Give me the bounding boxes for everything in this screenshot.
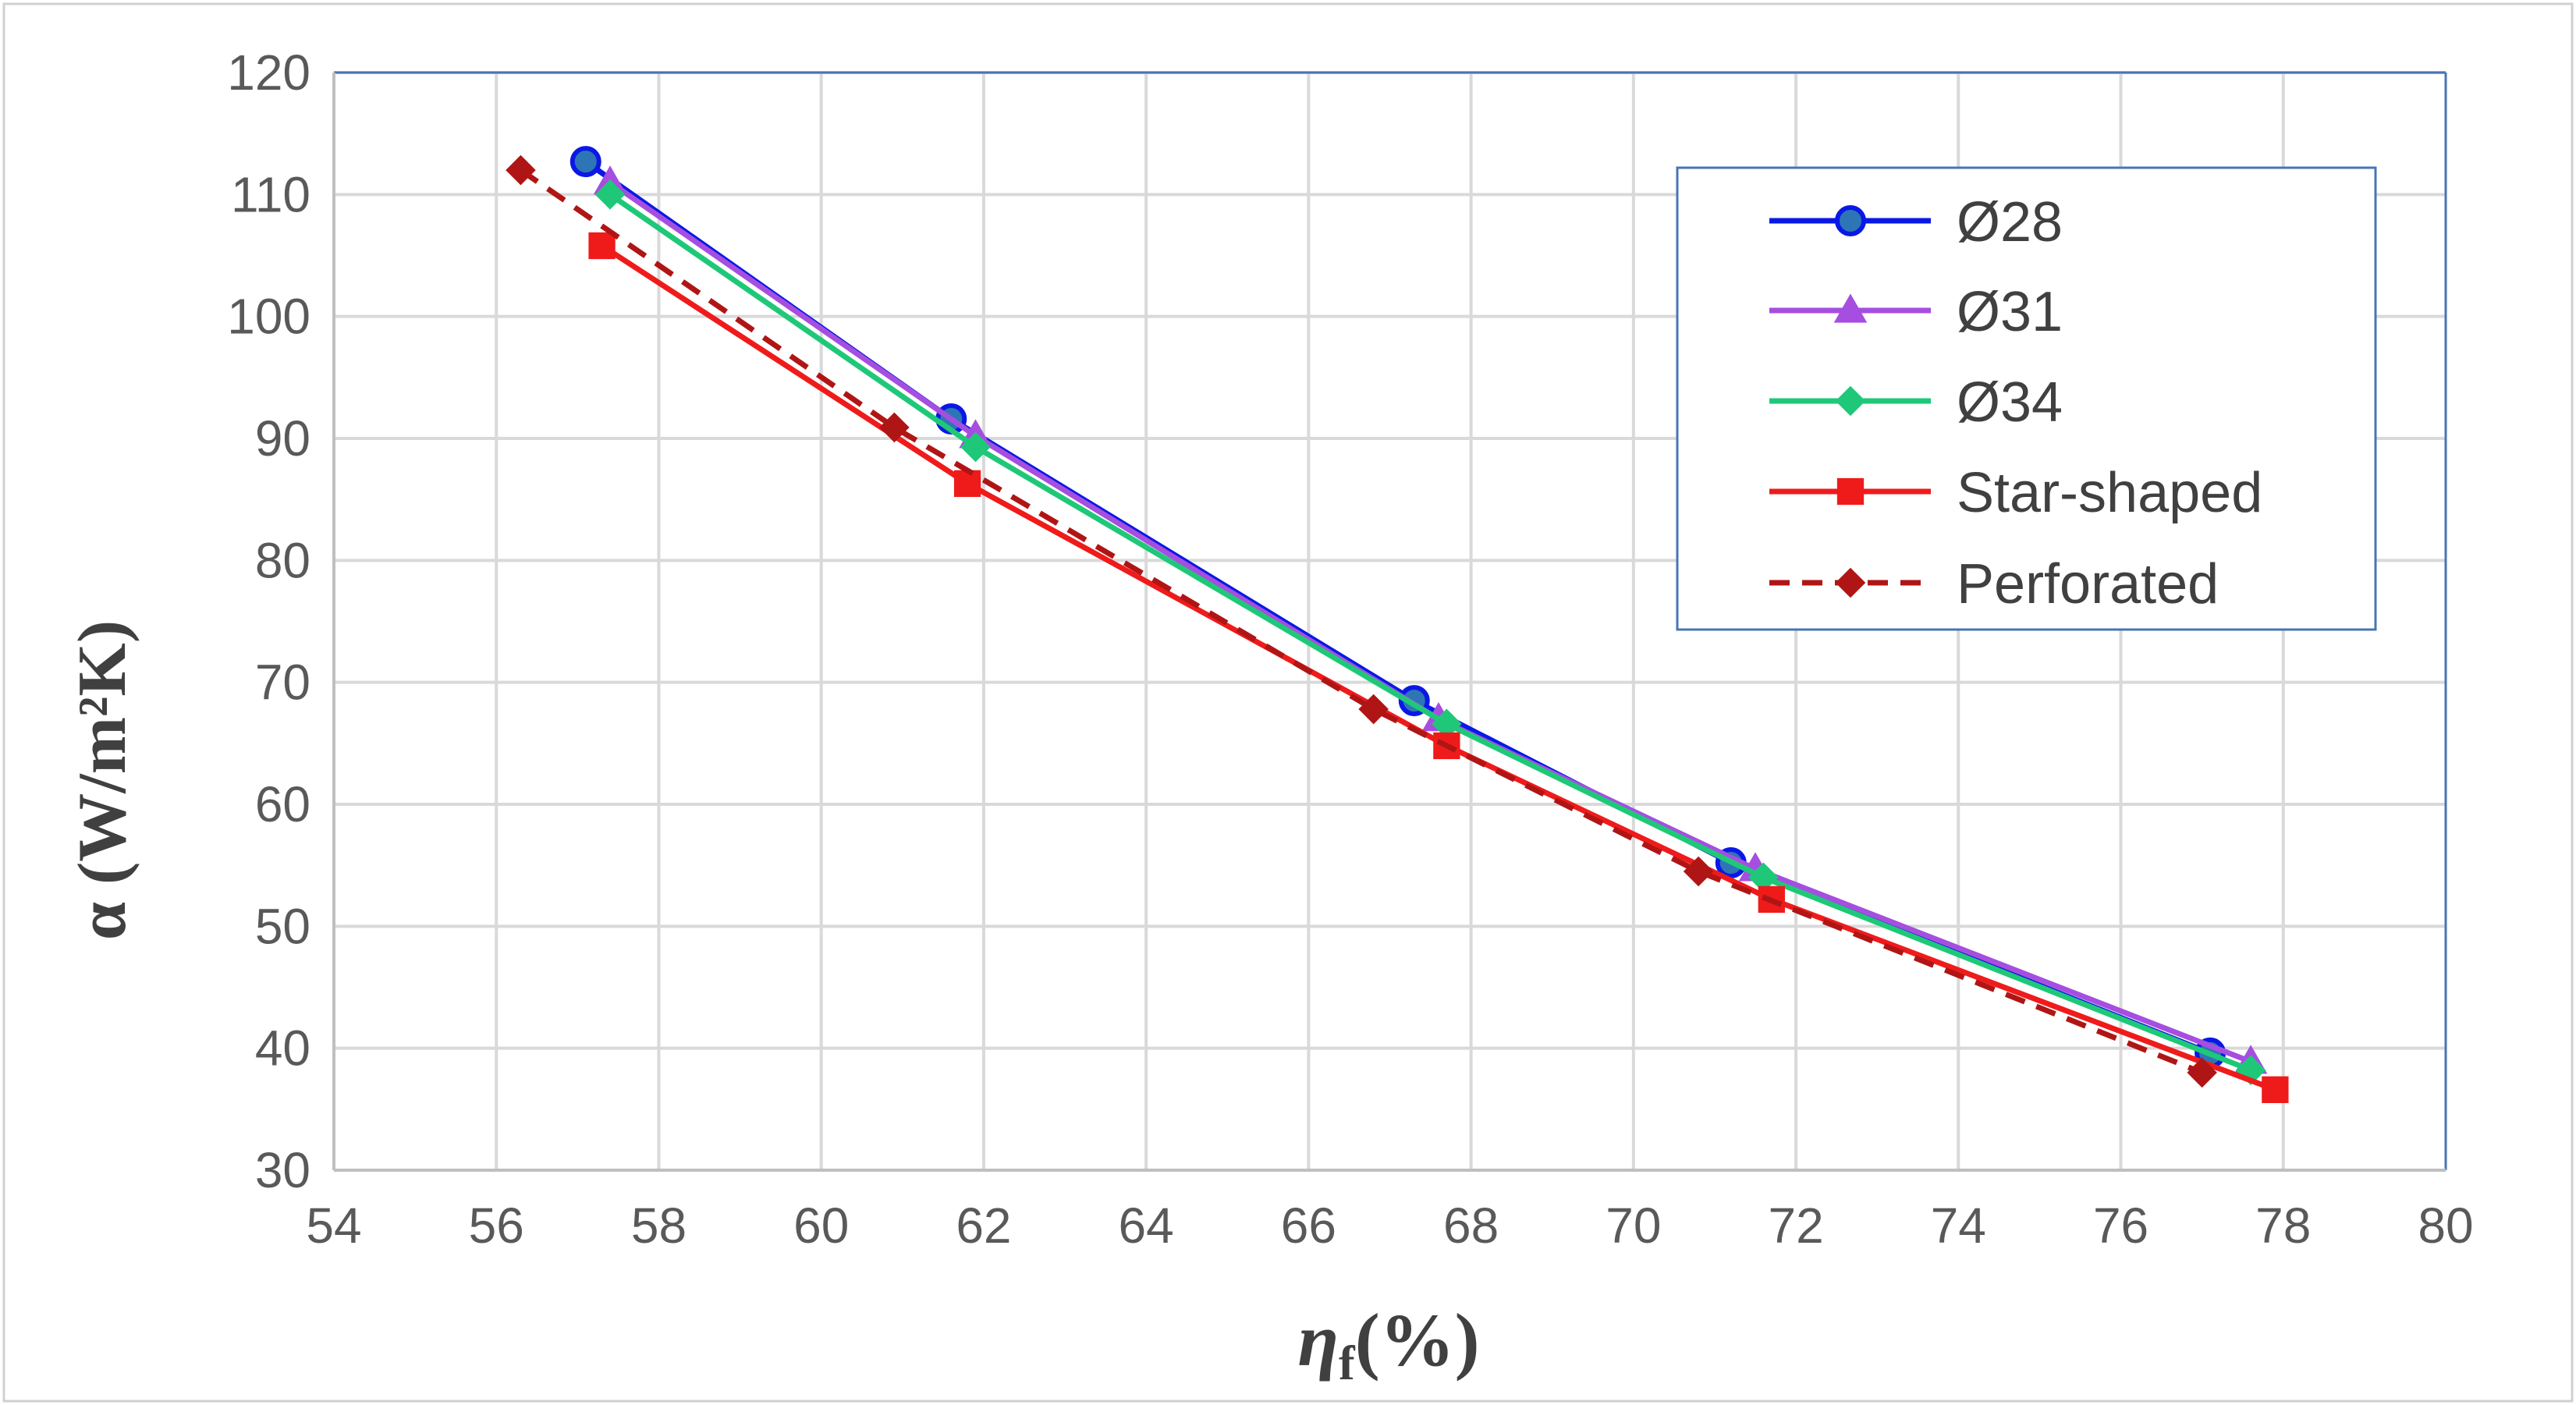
y-tick-label: 120 <box>227 44 310 101</box>
legend-item: Ø28 <box>1769 191 2063 254</box>
legend-marker <box>1835 567 1866 598</box>
y-tick-label: 90 <box>255 410 310 467</box>
legend-marker <box>1835 205 1866 236</box>
x-axis-title-sub: f <box>1339 1337 1356 1390</box>
legend: Ø28 Ø31 Ø34 Star-shaped Perforated <box>1676 166 2377 631</box>
series-34 <box>594 179 2266 1086</box>
legend-item: Ø34 <box>1769 371 2063 434</box>
x-tick-label: 68 <box>1443 1197 1499 1254</box>
x-tick-label: 54 <box>306 1197 361 1254</box>
x-tick-label: 70 <box>1606 1197 1661 1254</box>
x-axis-title-main: η <box>1297 1298 1339 1382</box>
x-tick-label: 62 <box>956 1197 1011 1254</box>
series-line <box>519 168 2203 1076</box>
data-point <box>953 470 981 497</box>
series-perforated <box>506 154 2217 1088</box>
legend-label: Star-shaped <box>1957 462 2262 524</box>
x-tick-label: 56 <box>469 1197 524 1254</box>
axes <box>332 71 2447 1172</box>
legend-label: Ø28 <box>1957 191 2063 254</box>
data-point <box>569 146 601 178</box>
data-point <box>879 412 910 443</box>
data-point <box>506 154 536 186</box>
legend-items: Ø28 Ø31 Ø34 Star-shaped Perforated <box>1769 191 2262 616</box>
y-tick-label: 110 <box>231 166 310 222</box>
legend-marker <box>1833 293 1868 323</box>
data-point <box>1358 694 1389 725</box>
legend-label: Ø34 <box>1957 371 2063 434</box>
x-tick-label: 66 <box>1281 1197 1336 1254</box>
y-tick-label: 30 <box>255 1142 310 1198</box>
x-tick-label: 72 <box>1768 1197 1823 1254</box>
legend-label: Perforated <box>1957 553 2219 616</box>
y-tick-label: 80 <box>255 532 310 588</box>
legend-item: Ø31 <box>1769 281 2063 343</box>
x-tick-label: 58 <box>631 1197 687 1254</box>
legend-label: Ø31 <box>1957 281 2063 343</box>
y-tick-label: 40 <box>255 1020 310 1077</box>
legend-marker <box>1835 385 1866 417</box>
y-tick-label: 50 <box>255 898 310 954</box>
data-point <box>588 232 616 260</box>
y-axis-title: α (W/m²K) <box>65 620 140 940</box>
x-axis-title: ηf(%) <box>1297 1298 1479 1390</box>
x-tick-label: 76 <box>2093 1197 2148 1254</box>
data-point <box>594 179 626 210</box>
x-tick-label: 74 <box>1931 1197 1986 1254</box>
y-tick-label: 100 <box>227 289 310 345</box>
legend-marker <box>1836 477 1865 506</box>
data-point <box>2262 1076 2289 1103</box>
y-tick-label: 70 <box>255 655 310 711</box>
data-point <box>960 431 991 463</box>
tick-labels: 54 56 58 60 62 64 66 68 70 72 74 76 78 80 30 40 50 60 70 80… <box>227 44 2473 1254</box>
x-axis-title-tail: (%) <box>1355 1298 1480 1382</box>
x-tick-label: 60 <box>793 1197 849 1254</box>
x-tick-label: 80 <box>2418 1197 2473 1254</box>
legend-item: Perforated <box>1769 553 2219 616</box>
data-point <box>2187 1057 2217 1088</box>
x-tick-label: 78 <box>2255 1197 2311 1254</box>
legend-item: Star-shaped <box>1769 462 2262 524</box>
data-point <box>1683 856 1714 887</box>
series-layer <box>506 146 2289 1103</box>
y-tick-label: 60 <box>255 776 310 832</box>
x-tick-label: 64 <box>1119 1197 1174 1254</box>
